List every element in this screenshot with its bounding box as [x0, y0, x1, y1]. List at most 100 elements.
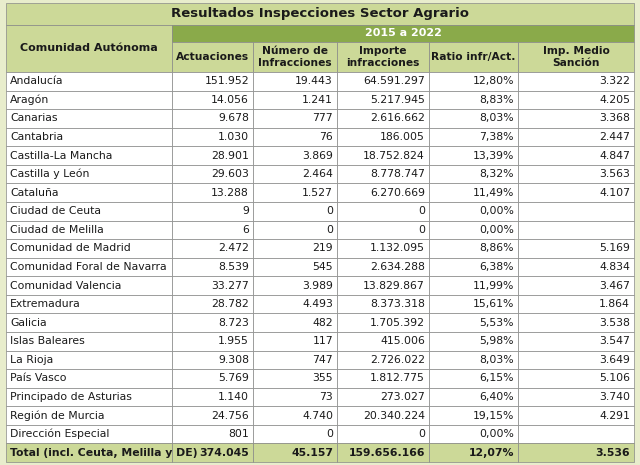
Text: Ciudad de Ceuta: Ciudad de Ceuta [10, 206, 101, 216]
Text: Comunidad Autónoma: Comunidad Autónoma [20, 44, 158, 53]
Bar [6, 332, 172, 351]
Text: 6,15%: 6,15% [479, 373, 514, 384]
Text: 8,86%: 8,86% [479, 244, 514, 253]
Text: 8.723: 8.723 [218, 318, 249, 328]
Bar [337, 258, 429, 276]
Bar [337, 42, 429, 72]
Bar [172, 220, 253, 239]
Text: Canarias: Canarias [10, 113, 58, 123]
Text: 28.901: 28.901 [211, 151, 249, 160]
Bar [6, 369, 172, 388]
Text: 482: 482 [312, 318, 333, 328]
Bar [337, 183, 429, 202]
Text: 1.527: 1.527 [302, 188, 333, 198]
Text: 747: 747 [312, 355, 333, 365]
Bar [337, 313, 429, 332]
Text: 11,99%: 11,99% [472, 280, 514, 291]
Bar [253, 202, 337, 220]
Bar [172, 351, 253, 369]
Text: 19.443: 19.443 [295, 76, 333, 86]
Text: 15,61%: 15,61% [472, 299, 514, 309]
Text: 151.952: 151.952 [204, 76, 249, 86]
Text: 28.782: 28.782 [211, 299, 249, 309]
Text: País Vasco: País Vasco [10, 373, 67, 384]
Text: 1.030: 1.030 [218, 132, 249, 142]
Text: 374.045: 374.045 [199, 448, 249, 458]
Bar [429, 332, 518, 351]
Text: 6,38%: 6,38% [479, 262, 514, 272]
Text: 8,83%: 8,83% [479, 95, 514, 105]
Text: Comunidad de Madrid: Comunidad de Madrid [10, 244, 131, 253]
Bar [518, 239, 634, 258]
Text: 18.752.824: 18.752.824 [364, 151, 425, 160]
Bar [253, 258, 337, 276]
Bar [6, 128, 172, 146]
Text: 545: 545 [312, 262, 333, 272]
Bar [518, 276, 634, 295]
Text: 1.241: 1.241 [302, 95, 333, 105]
Bar [6, 72, 172, 91]
Bar [172, 313, 253, 332]
Circle shape [285, 100, 395, 210]
Bar [6, 165, 172, 183]
Text: Región de Murcia: Región de Murcia [10, 410, 104, 421]
Bar [6, 239, 172, 258]
Text: 186.005: 186.005 [380, 132, 425, 142]
Text: Galicia: Galicia [10, 318, 47, 328]
Bar [6, 220, 172, 239]
Bar [337, 295, 429, 313]
Bar [253, 444, 337, 462]
Text: La Rioja: La Rioja [10, 355, 53, 365]
Text: 159.656.166: 159.656.166 [349, 448, 425, 458]
Text: 2.472: 2.472 [218, 244, 249, 253]
Text: 1.132.095: 1.132.095 [370, 244, 425, 253]
Text: 4.493: 4.493 [302, 299, 333, 309]
Bar [6, 109, 172, 128]
Text: 11,49%: 11,49% [472, 188, 514, 198]
Text: 3.467: 3.467 [599, 280, 630, 291]
Bar [253, 406, 337, 425]
Text: 2.726.022: 2.726.022 [370, 355, 425, 365]
Bar [518, 91, 634, 109]
Text: Actuaciones: Actuaciones [176, 52, 249, 62]
Text: 8.539: 8.539 [218, 262, 249, 272]
Bar [6, 295, 172, 313]
Text: Principado de Asturias: Principado de Asturias [10, 392, 132, 402]
Bar [429, 72, 518, 91]
Bar [429, 351, 518, 369]
Bar [337, 72, 429, 91]
Text: 6: 6 [242, 225, 249, 235]
Text: 5.169: 5.169 [599, 244, 630, 253]
Text: 5,53%: 5,53% [479, 318, 514, 328]
Bar [172, 258, 253, 276]
Bar [253, 220, 337, 239]
Bar [429, 128, 518, 146]
Bar [429, 42, 518, 72]
Bar [337, 332, 429, 351]
Bar [518, 202, 634, 220]
Text: 1.705.392: 1.705.392 [370, 318, 425, 328]
Bar [518, 425, 634, 444]
Bar [429, 406, 518, 425]
Text: Castilla-La Mancha: Castilla-La Mancha [10, 151, 113, 160]
Text: Castilla y León: Castilla y León [10, 169, 90, 179]
Text: 0,00%: 0,00% [479, 225, 514, 235]
Bar [172, 165, 253, 183]
Bar [6, 3, 634, 25]
Bar [337, 425, 429, 444]
Text: 5.217.945: 5.217.945 [370, 95, 425, 105]
Bar [518, 332, 634, 351]
Bar [518, 369, 634, 388]
Bar [172, 444, 253, 462]
Text: Total (incl. Ceuta, Melilla y DE): Total (incl. Ceuta, Melilla y DE) [10, 448, 198, 458]
Text: 4.107: 4.107 [599, 188, 630, 198]
Bar [6, 91, 172, 109]
Text: 4.205: 4.205 [599, 95, 630, 105]
Text: Cantabria: Cantabria [10, 132, 63, 142]
Text: 801: 801 [228, 429, 249, 439]
Text: Comunidad Foral de Navarra: Comunidad Foral de Navarra [10, 262, 166, 272]
Bar [429, 183, 518, 202]
Bar [253, 42, 337, 72]
Bar [518, 220, 634, 239]
Text: Imp. Medio
Sanción: Imp. Medio Sanción [543, 46, 609, 68]
